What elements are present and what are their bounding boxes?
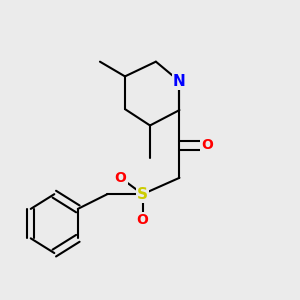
Text: O: O: [202, 138, 213, 152]
Text: O: O: [137, 213, 148, 227]
Text: N: N: [173, 74, 186, 89]
Text: O: O: [115, 171, 127, 185]
Text: S: S: [137, 187, 148, 202]
